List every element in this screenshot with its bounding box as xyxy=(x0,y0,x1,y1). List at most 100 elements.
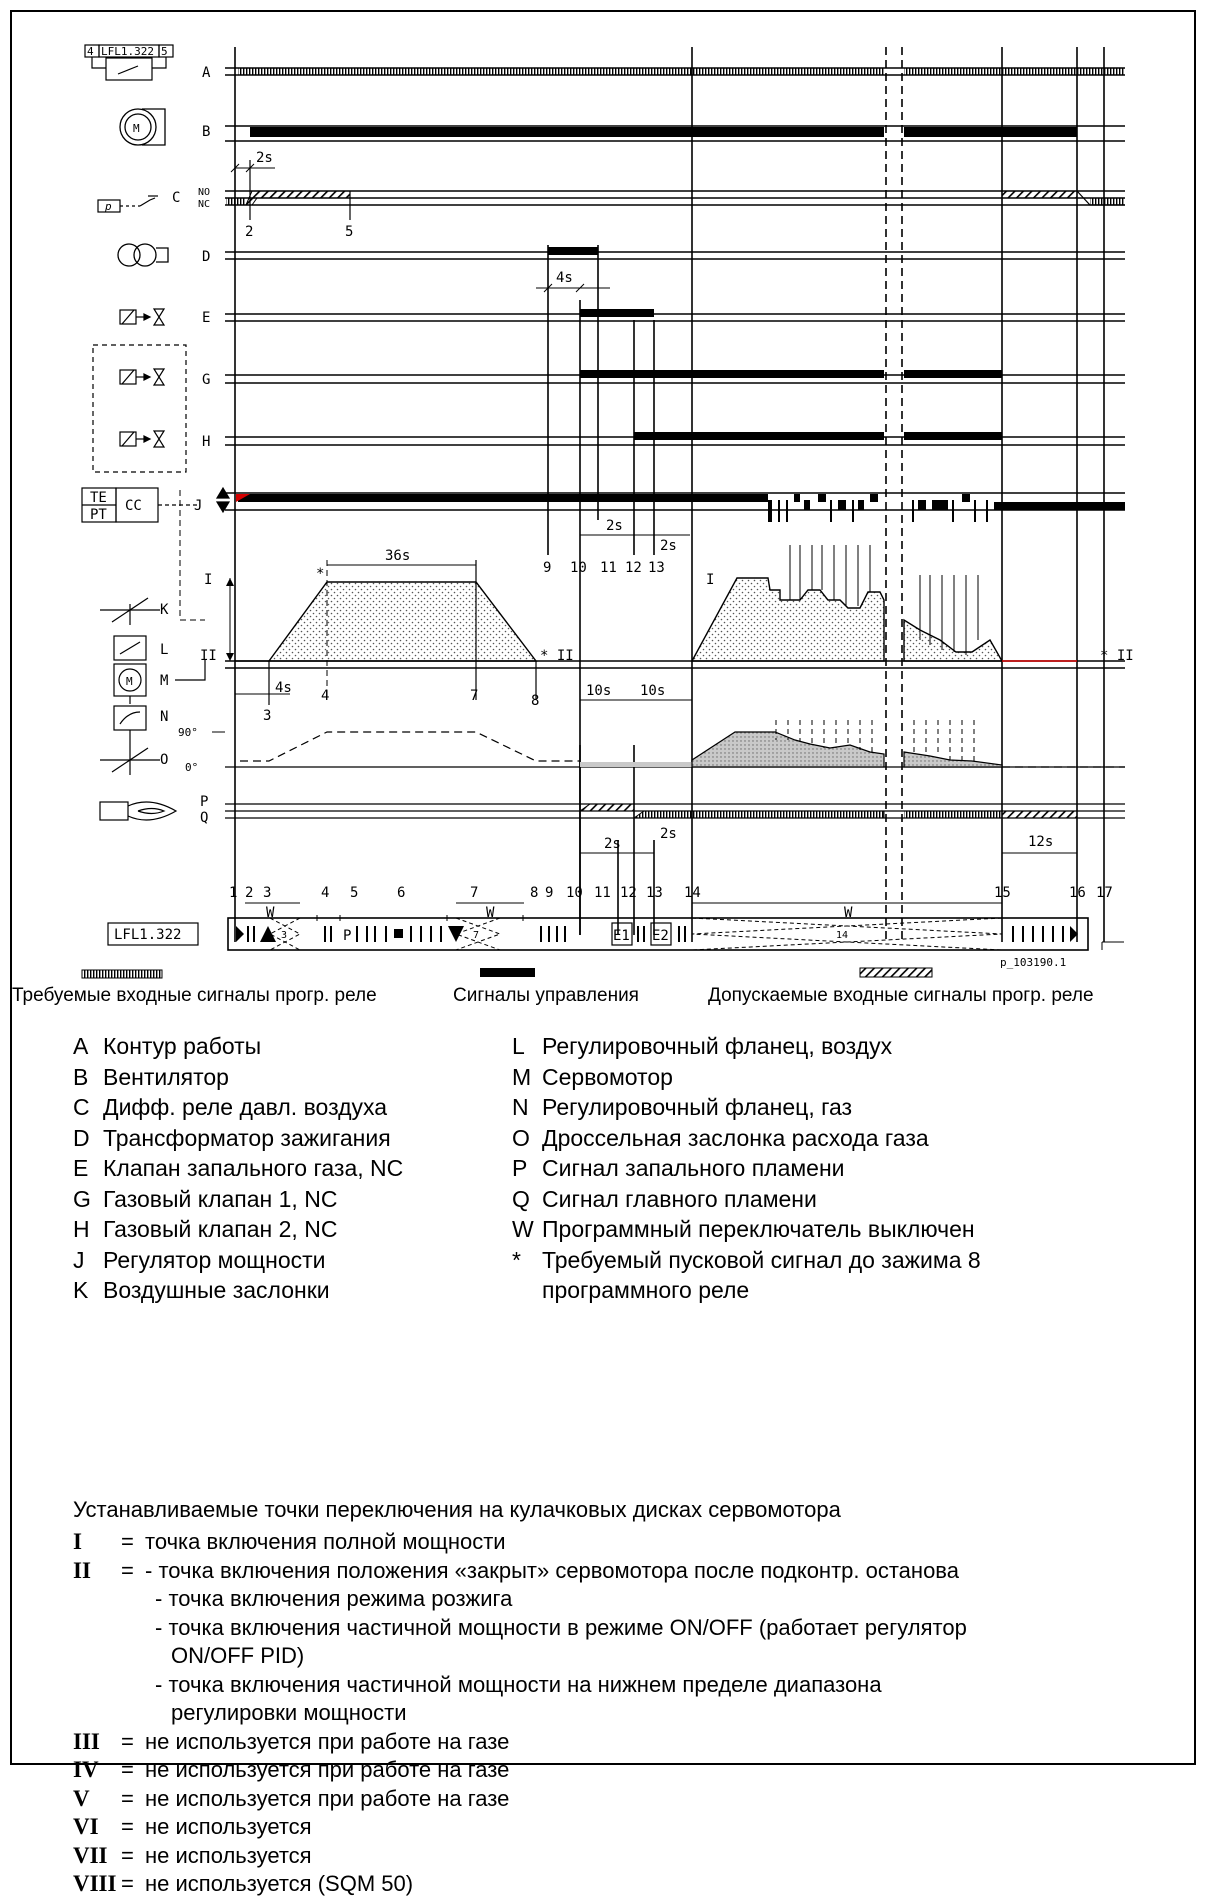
legend-code: H xyxy=(73,1216,90,1242)
timing-2s-a: 2s xyxy=(606,518,623,534)
legend-text: Контур работы xyxy=(103,1033,262,1059)
legend-text: Трансформатор зажигания xyxy=(103,1124,391,1151)
servo-m-letter: M xyxy=(126,675,133,688)
row-h xyxy=(225,432,1125,446)
legend-code: * xyxy=(512,1246,521,1273)
pressure-letter: p xyxy=(104,200,112,213)
legend-item: N Регулировочный фланец, газ xyxy=(512,1092,1152,1123)
k-marker-8: 8 xyxy=(531,693,539,709)
row-label-g: G xyxy=(202,372,210,388)
switch-points-title: Устанавливаемые точки переключения на ку… xyxy=(73,1497,841,1522)
switch-point-text: точка включения полной мощности xyxy=(145,1529,506,1554)
legend-item: K Воздушные заслонки xyxy=(73,1275,503,1306)
switch-point-code: VI xyxy=(73,1814,99,1839)
bottom-number-2: 2 xyxy=(245,885,253,901)
switch-point-eq xyxy=(121,1642,145,1671)
program-p: P xyxy=(343,928,351,944)
servo-second-i: I xyxy=(706,572,714,588)
timing-10s-a: 10s xyxy=(586,683,611,699)
legend-code: O xyxy=(512,1124,530,1151)
legend-text: Газовый клапан 2, NC xyxy=(103,1216,338,1242)
switch-point-text: не используется при работе на газе xyxy=(145,1757,510,1782)
switch-point-code xyxy=(73,1671,121,1700)
legend-item: O Дроссельная заслонка расхода газа xyxy=(512,1123,1152,1154)
switch-point-code: VII xyxy=(73,1842,108,1868)
row-label-c: C xyxy=(172,190,180,206)
switch-point-eq: = xyxy=(121,1757,134,1782)
c-state-nc: NC xyxy=(198,199,210,210)
caption-allowed: Допускаемые входные сигналы прогр. реле xyxy=(708,985,1094,1006)
servo-level-i: I xyxy=(204,572,212,588)
k-marker-3: 3 xyxy=(263,708,271,724)
legend-code: D xyxy=(73,1124,90,1151)
bottom-number-8: 8 xyxy=(530,885,538,901)
legend-item: B Вентилятор xyxy=(73,1062,503,1093)
c-marker-5: 5 xyxy=(345,224,353,240)
legend-code: Q xyxy=(512,1185,530,1212)
program-e2: E2 xyxy=(652,928,669,944)
w-label-2: W xyxy=(486,905,495,921)
timing-2s-d: 2s xyxy=(660,826,677,842)
row-j xyxy=(225,492,1125,536)
bottom-number-3: 3 xyxy=(263,885,271,901)
switch-point-row: - точка включения частичной мощности в р… xyxy=(73,1614,1183,1643)
row-label-m: M xyxy=(160,673,168,689)
c-state-no: NO xyxy=(198,187,210,198)
relay-label-left: 4 xyxy=(87,45,94,58)
program-ticks xyxy=(324,926,1064,942)
legend-item: M Сервомотор xyxy=(512,1062,1152,1093)
switch-point-text: регулировки мощности xyxy=(171,1700,407,1725)
bottom-number-13: 13 xyxy=(646,885,663,901)
legend-code: P xyxy=(512,1155,528,1181)
legend-code: M xyxy=(512,1063,532,1090)
legend-code xyxy=(512,1275,542,1306)
legend-code: B xyxy=(73,1063,89,1090)
servo-level-ii: II xyxy=(200,648,217,664)
switch-point-text: не используется при работе на газе xyxy=(145,1785,510,1811)
bottom-number-17: 17 xyxy=(1096,885,1113,901)
c-marker-2: 2 xyxy=(245,224,253,240)
transformer-icon xyxy=(117,243,169,267)
row-c xyxy=(225,160,1125,220)
legend-item: D Трансформатор зажигания xyxy=(73,1123,503,1154)
timing-diagram: 4 LFL1.322 5 M p TE PT CC M A B C D E G … xyxy=(81,44,1134,979)
legend-item: E Клапан запального газа, NC xyxy=(73,1153,503,1184)
switch-point-code: II xyxy=(73,1557,91,1583)
row-label-p: P xyxy=(200,794,208,810)
switch-point-eq xyxy=(121,1585,145,1614)
legend-text: Клапан запального газа, NC xyxy=(103,1155,404,1181)
switch-points-list: I = точка включения полной мощности II = - то… xyxy=(73,1528,1183,1899)
row-label-h: H xyxy=(202,434,210,450)
legend-code: E xyxy=(73,1155,89,1181)
program-bar xyxy=(107,902,1124,951)
legend-item: H Газовый клапан 2, NC xyxy=(73,1214,503,1245)
valve-group-box xyxy=(92,344,187,473)
switch-point-eq xyxy=(121,1671,145,1700)
row-label-a: A xyxy=(202,65,211,81)
switch-point-code: I xyxy=(73,1529,82,1554)
switch-point-row: VIII = не используется (SQM 50) xyxy=(73,1870,1183,1899)
legend-text: Газовый клапан 1, NC xyxy=(103,1185,338,1212)
switch-point-eq: = xyxy=(121,1842,134,1868)
sensor-box-icon xyxy=(81,486,231,523)
motor-icon xyxy=(119,108,166,146)
bottom-number-15: 15 xyxy=(994,885,1011,901)
bottom-number-6: 6 xyxy=(397,885,405,901)
switch-point-code xyxy=(73,1642,121,1671)
valve-icon xyxy=(119,308,166,326)
row-label-k: K xyxy=(160,602,169,618)
row-g xyxy=(225,370,1125,384)
k-marker-4: 4 xyxy=(321,688,329,704)
legend-code: J xyxy=(73,1246,85,1273)
switch-point-text: - точка включения положения «закрыт» сер… xyxy=(145,1557,959,1583)
servo-stack-icon xyxy=(100,597,206,775)
legend-text: Регулировочный фланец, воздух xyxy=(542,1033,893,1059)
servo-marker-right: * II xyxy=(1100,648,1134,664)
timing-4s: 4s xyxy=(556,270,573,286)
bottom-number-5: 5 xyxy=(350,885,358,901)
bottom-number-1: 1 xyxy=(229,885,237,901)
row-label-o: O xyxy=(160,752,168,768)
legend-text: программного реле xyxy=(542,1277,750,1303)
switch-point-code xyxy=(73,1699,121,1728)
legend-text: Вентилятор xyxy=(103,1063,229,1090)
